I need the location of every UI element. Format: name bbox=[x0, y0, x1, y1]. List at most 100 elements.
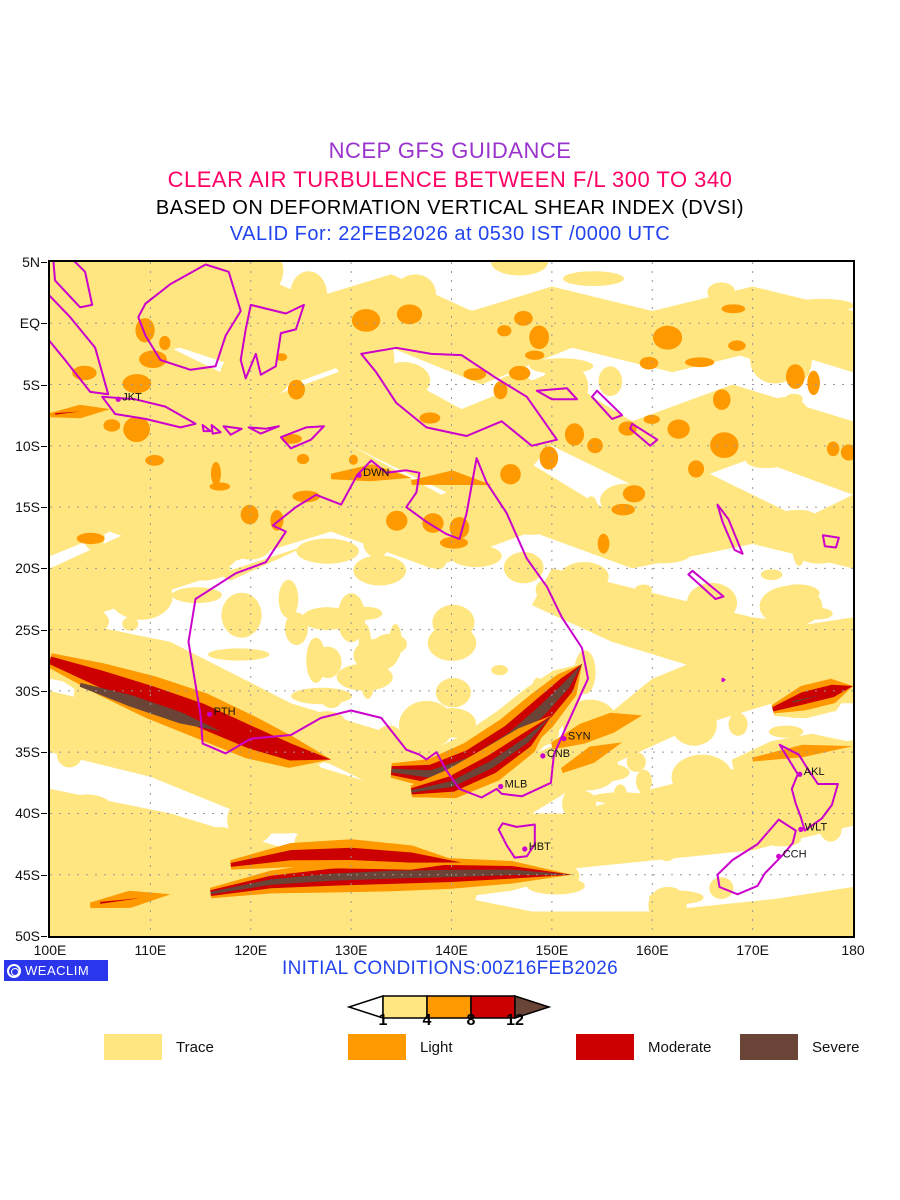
coastline bbox=[535, 387, 578, 401]
contour-speckle bbox=[56, 794, 119, 841]
contour-speckle bbox=[296, 538, 359, 564]
contour-speckle bbox=[161, 744, 187, 783]
title-validity: VALID For: 22FEB2026 at 0530 IST /0000 U… bbox=[229, 223, 671, 245]
contour-speckle bbox=[56, 742, 82, 768]
contour-band bbox=[330, 464, 412, 482]
contour-speckle bbox=[276, 353, 288, 362]
coastline bbox=[222, 425, 243, 436]
contour-speckle bbox=[807, 370, 820, 396]
legend-item: Moderate bbox=[576, 1034, 711, 1060]
coastline bbox=[721, 677, 726, 683]
coastline bbox=[239, 303, 305, 380]
coastline bbox=[716, 503, 744, 555]
contour-speckle bbox=[479, 445, 506, 464]
contour-speckle bbox=[281, 433, 302, 444]
contour-speckle bbox=[396, 304, 423, 325]
y-tick-label: 5N bbox=[22, 254, 40, 270]
contour-speckle bbox=[572, 791, 597, 815]
contour-speckle bbox=[249, 908, 298, 933]
y-tick-mark bbox=[41, 262, 47, 263]
contour-speckle bbox=[630, 821, 692, 843]
y-tick-label: EQ bbox=[19, 315, 40, 332]
y-tick-mark bbox=[41, 507, 47, 509]
y-tick-label: 45S bbox=[15, 866, 40, 883]
contour-speckle bbox=[122, 909, 175, 936]
city-marker bbox=[115, 396, 121, 402]
contour-speckle bbox=[429, 553, 447, 570]
contour-speckle bbox=[785, 364, 805, 389]
contour-speckle bbox=[794, 535, 844, 564]
legend-label: Trace bbox=[176, 1038, 214, 1056]
contour-speckle bbox=[671, 754, 733, 800]
contour-speckle bbox=[539, 446, 559, 470]
contour-speckle bbox=[221, 592, 262, 638]
contour-speckle bbox=[597, 533, 610, 554]
y-tick-mark bbox=[41, 813, 47, 815]
title-product: CLEAR AIR TURBULENCE BETWEEN F/L 300 TO … bbox=[167, 167, 733, 192]
y-tick-mark bbox=[41, 629, 47, 631]
city-marker bbox=[797, 771, 803, 777]
coastline bbox=[687, 569, 725, 600]
city-label: CNB bbox=[547, 748, 570, 760]
x-tick-label: 170E bbox=[736, 942, 769, 958]
contour-speckle bbox=[287, 379, 305, 400]
coastline bbox=[52, 262, 94, 309]
contour-speckle bbox=[529, 358, 594, 375]
contour-speckle bbox=[177, 434, 241, 464]
contour-speckle bbox=[636, 769, 652, 794]
contour-speckle bbox=[813, 639, 837, 658]
coastline bbox=[137, 263, 242, 371]
coastline bbox=[50, 294, 110, 396]
contour-speckle bbox=[427, 625, 477, 661]
y-tick-mark bbox=[41, 936, 47, 937]
contour-speckle bbox=[712, 661, 755, 687]
contour-band bbox=[792, 694, 823, 703]
x-tick-label: 100E bbox=[33, 942, 67, 958]
contour-speckle bbox=[612, 797, 657, 823]
contour-speckle bbox=[686, 582, 738, 623]
y-tick-mark bbox=[41, 568, 47, 570]
weaclim-logo[interactable]: WEACLIM bbox=[4, 960, 108, 981]
legend-swatch bbox=[104, 1034, 162, 1060]
y-tick-mark bbox=[41, 752, 47, 754]
contour-speckle bbox=[826, 441, 840, 457]
city-marker bbox=[356, 472, 362, 478]
contour-speckle bbox=[688, 460, 705, 478]
contour-speckle bbox=[626, 752, 646, 772]
contour-speckle bbox=[656, 836, 678, 862]
contour-band bbox=[50, 347, 853, 495]
colorbar-tick-label: 12 bbox=[506, 1012, 524, 1029]
legend-item: Light bbox=[348, 1034, 453, 1060]
city-marker bbox=[798, 826, 804, 832]
contour-speckle bbox=[314, 646, 342, 679]
contour-speckle bbox=[502, 430, 541, 469]
contour-speckle bbox=[509, 522, 552, 535]
city-marker bbox=[540, 753, 546, 759]
turbulence-map[interactable]: JKT DWN PTH SYN CNB MLB HBT AKL WLT CCH bbox=[48, 260, 855, 938]
map-canvas: JKT DWN PTH SYN CNB MLB HBT AKL WLT CCH bbox=[50, 262, 853, 936]
coastline bbox=[247, 425, 280, 435]
colorbar-ticks: 1 4 8 12 bbox=[345, 1012, 575, 1034]
contour-speckle bbox=[62, 607, 110, 636]
contour-speckle bbox=[493, 381, 508, 400]
contour-speckle bbox=[611, 503, 635, 516]
contour-speckle bbox=[534, 501, 587, 520]
contour-speckle bbox=[76, 532, 105, 545]
coastline bbox=[101, 395, 197, 429]
contour-speckle bbox=[109, 572, 173, 620]
contour-speckle bbox=[622, 485, 646, 503]
contour-band bbox=[55, 411, 81, 415]
contour-speckle bbox=[353, 638, 399, 672]
y-tick-label: 5S bbox=[22, 376, 40, 393]
y-tick-label: 50S bbox=[15, 928, 40, 944]
contour-speckle bbox=[564, 423, 585, 446]
colorbar-over-arrow bbox=[514, 994, 552, 1020]
contour-speckle bbox=[257, 478, 302, 527]
legend-swatch bbox=[348, 1034, 406, 1060]
contour-speckle bbox=[762, 397, 809, 432]
contour-band bbox=[561, 742, 623, 774]
contour-speckle bbox=[450, 545, 502, 568]
contour-speckle bbox=[671, 703, 717, 746]
legend-swatch bbox=[740, 1034, 798, 1060]
contour-speckle bbox=[643, 414, 660, 424]
